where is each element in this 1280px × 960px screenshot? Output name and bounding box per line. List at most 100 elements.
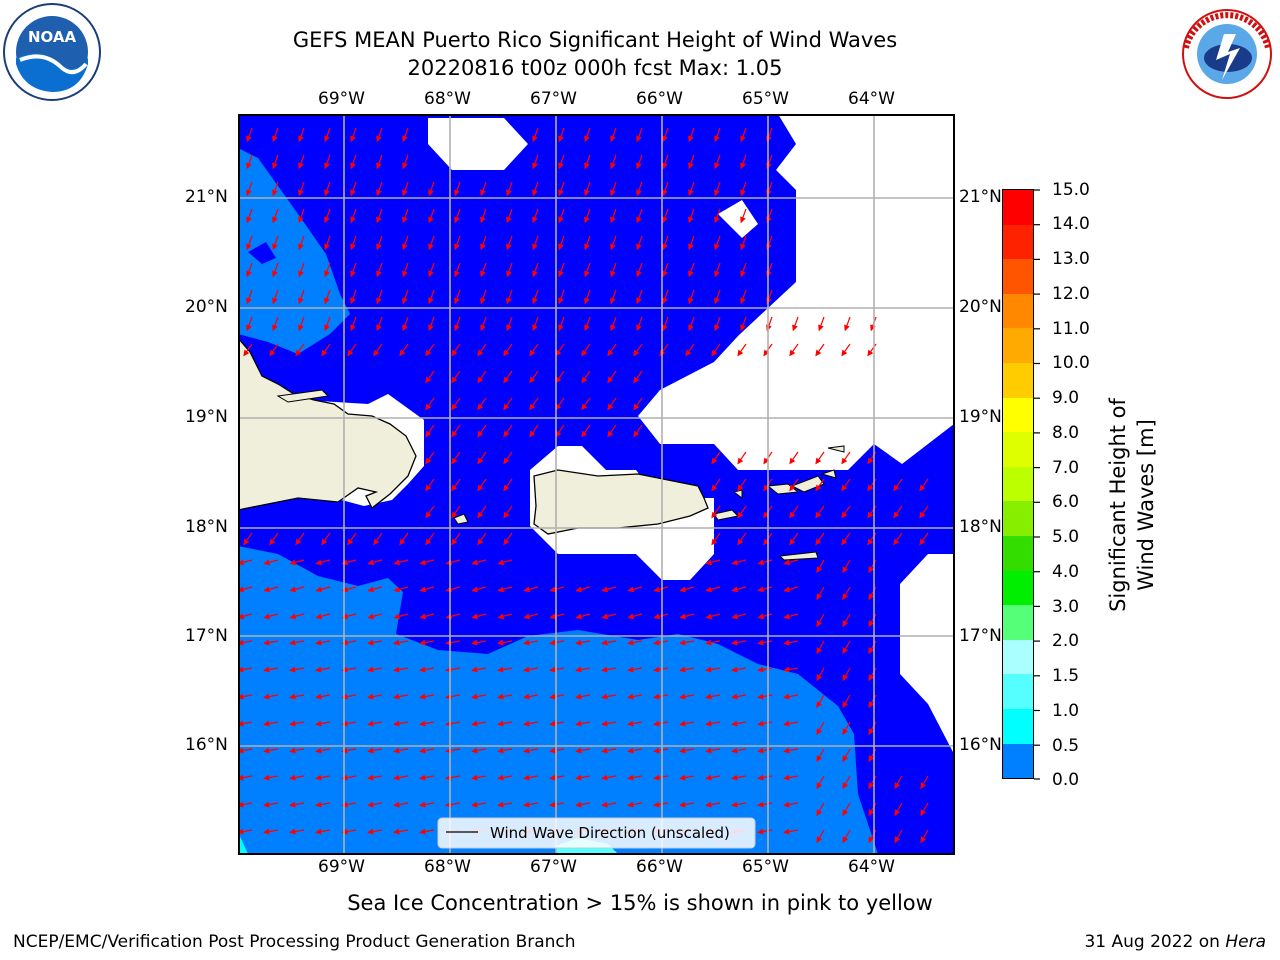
colorbar-band [1003, 535, 1033, 571]
wave-direction-arrow [523, 747, 539, 754]
island [790, 475, 825, 493]
wave-direction-arrow [714, 181, 721, 197]
lat-label-right: 18°N [959, 517, 1002, 537]
wave-direction-arrow [558, 235, 565, 251]
wave-direction-arrow [425, 451, 435, 465]
wave-direction-arrow [298, 127, 305, 143]
wave-direction-arrow [428, 208, 435, 224]
wave-direction-arrow [393, 693, 409, 700]
wave-direction-arrow [601, 666, 617, 673]
wave-direction-arrow [393, 586, 409, 593]
colorbar-tick: 13.0 [1052, 249, 1090, 269]
lon-label-bottom: 64°W [848, 857, 895, 877]
wave-direction-arrow [893, 478, 903, 492]
wave-direction-arrow [529, 370, 539, 384]
wave-direction-arrow [679, 693, 695, 700]
wave-direction-arrow [868, 667, 877, 682]
wave-direction-arrow [757, 693, 773, 700]
island [276, 389, 330, 403]
wave-direction-arrow [480, 208, 487, 224]
wave-direction-arrow [558, 181, 565, 197]
wave-direction-arrow [636, 127, 643, 143]
wave-direction-arrow [451, 532, 461, 546]
wave-direction-arrow [315, 720, 331, 727]
wave-direction-arrow [740, 208, 747, 224]
wave-direction-arrow [272, 235, 279, 251]
colorbar-band [1003, 570, 1033, 606]
wave-direction-arrow [506, 235, 513, 251]
wave-direction-arrow [298, 289, 305, 305]
wave-direction-arrow [584, 208, 591, 224]
wave-direction-arrow [711, 532, 721, 546]
wave-direction-arrow [376, 181, 383, 197]
land-puerto-rico [533, 469, 709, 535]
no-data-region [900, 554, 954, 754]
wave-direction-arrow [393, 666, 409, 673]
wave-direction-arrow [842, 775, 851, 790]
wave-direction-arrow [263, 693, 279, 700]
colorbar-tick: 6.0 [1052, 492, 1080, 512]
colorbar-tick: 14.0 [1052, 214, 1090, 234]
wave-direction-arrow [575, 693, 591, 700]
wave-direction-arrow [269, 343, 279, 357]
wave-direction-arrow [263, 559, 279, 566]
wave-direction-arrow [454, 262, 461, 278]
wave-direction-arrow [816, 694, 825, 709]
wave-direction-arrow [263, 639, 279, 646]
wave-direction-arrow [376, 316, 383, 332]
lon-label-top: 67°W [530, 89, 577, 109]
wave-direction-arrow [740, 154, 747, 170]
wave-direction-arrow [298, 208, 305, 224]
nws-logo [1176, 8, 1278, 100]
wave-direction-arrow [506, 262, 513, 278]
wave-direction-arrow [783, 774, 799, 781]
wave-direction-arrow [636, 181, 643, 197]
wave-direction-arrow [549, 666, 565, 673]
wave-direction-arrow [920, 775, 929, 790]
lat-label-left: 18°N [185, 517, 228, 537]
wave-direction-arrow [471, 693, 487, 700]
wave-direction-arrow [636, 289, 643, 305]
wave-direction-arrow [428, 235, 435, 251]
wave-direction-arrow [868, 613, 877, 628]
wave-direction-arrow [295, 343, 305, 357]
wave-direction-arrow [731, 693, 747, 700]
wave-direction-arrow [367, 613, 383, 620]
wave-direction-arrow [633, 370, 643, 384]
wave-direction-arrow [428, 289, 435, 305]
wave-direction-arrow [601, 801, 617, 808]
wave-direction-arrow [272, 262, 279, 278]
wave-direction-arrow [506, 316, 513, 332]
wave-direction-arrow [298, 181, 305, 197]
wave-direction-arrow [393, 720, 409, 727]
wave-direction-arrow [367, 828, 383, 835]
wave-direction-arrow [558, 289, 565, 305]
wave-direction-arrow [451, 451, 461, 465]
wave-direction-arrow [419, 613, 435, 620]
wave-direction-arrow [679, 639, 695, 646]
wave-direction-arrow [272, 208, 279, 224]
colorbar-band [1003, 501, 1033, 536]
wave-direction-arrow [295, 532, 305, 546]
lat-label-left: 16°N [185, 735, 228, 755]
wave-direction-arrow [402, 289, 409, 305]
wave-direction-arrow [633, 397, 643, 411]
wave-direction-arrow [783, 693, 799, 700]
wave-direction-arrow [601, 613, 617, 620]
wave-direction-arrow [737, 478, 747, 492]
wave-direction-arrow [451, 478, 461, 492]
wave-direction-arrow [477, 532, 487, 546]
wave-direction-arrow [315, 801, 331, 808]
wave-direction-arrow [740, 289, 747, 305]
wave-direction-arrow [919, 532, 929, 546]
sea-ice-note: Sea Ice Concentration > 15% is shown in … [347, 891, 933, 915]
wave-direction-arrow [558, 262, 565, 278]
wave-direction-arrow [532, 154, 539, 170]
wave-direction-arrow [263, 774, 279, 781]
wave-direction-arrow [506, 181, 513, 197]
colorbar-band [1003, 639, 1033, 675]
wave-direction-arrow [480, 262, 487, 278]
wave-direction-arrow [289, 774, 305, 781]
wave-direction-arrow [549, 613, 565, 620]
lon-label-top: 65°W [742, 89, 789, 109]
